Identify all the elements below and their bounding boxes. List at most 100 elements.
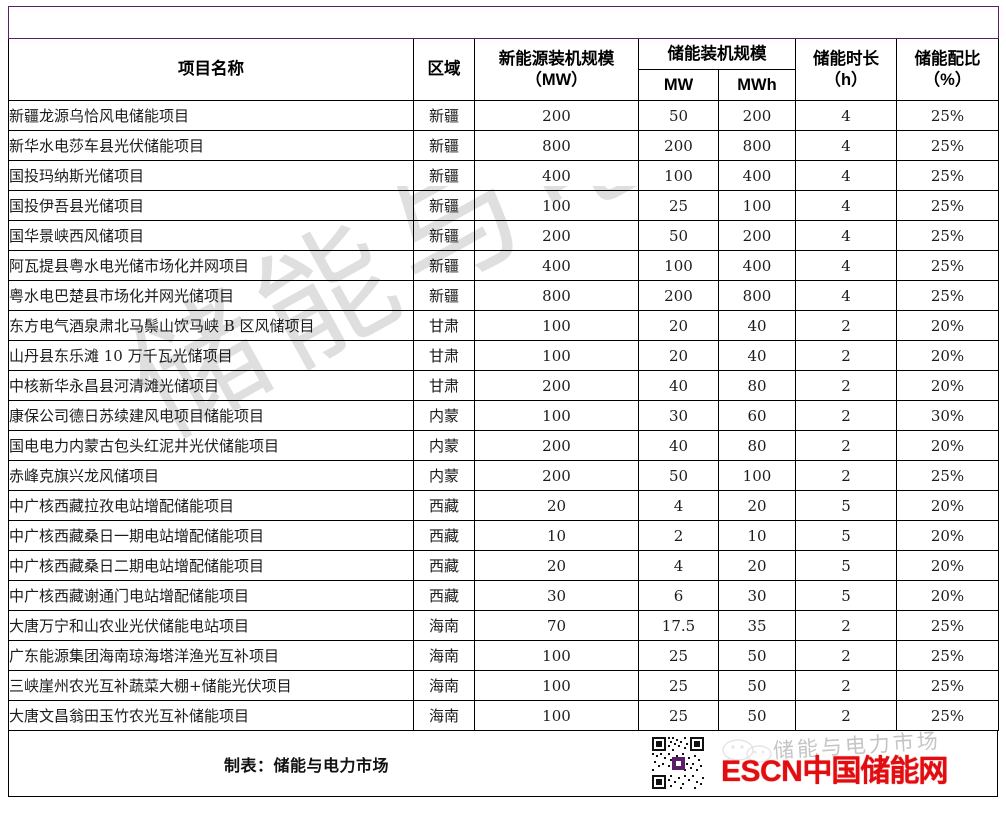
new-energy-line1: 新能源装机规模 (498, 49, 615, 68)
storage-mwh-cell: 200 (718, 100, 796, 131)
ratio-cell: 25% (896, 100, 999, 131)
wechat-bubble-icon (722, 739, 772, 764)
new-energy-scale-cell: 100 (474, 640, 639, 671)
storage-mwh-cell: 100 (718, 460, 796, 491)
new-energy-scale-cell: 200 (474, 100, 639, 131)
storage-mwh-cell: 400 (718, 160, 796, 191)
new-energy-scale-cell: 800 (474, 130, 639, 161)
new-energy-scale-cell: 200 (474, 370, 639, 401)
storage-mwh-cell: 800 (718, 280, 796, 311)
storage-mw-cell: 30 (638, 400, 719, 431)
duration-cell: 5 (795, 550, 897, 581)
storage-mwh-cell: 35 (718, 610, 796, 641)
new-energy-scale-cell: 800 (474, 280, 639, 311)
project-name-cell: 大唐文昌翁田玉竹农光互补储能项目 (8, 700, 414, 731)
logo-cn: 中国储能网 (802, 755, 948, 788)
project-name-cell: 中广核西藏桑日二期电站增配储能项目 (8, 550, 414, 581)
new-energy-scale-cell: 30 (474, 580, 639, 611)
region-cell: 西藏 (413, 580, 475, 611)
region-cell: 新疆 (413, 280, 475, 311)
new-energy-scale-cell: 100 (474, 400, 639, 431)
duration-cell: 2 (795, 700, 897, 731)
region-cell: 新疆 (413, 160, 475, 191)
ratio-cell: 25% (896, 640, 999, 671)
ratio-cell: 25% (896, 460, 999, 491)
project-name-cell: 东方电气酒泉肃北马鬃山饮马峡 B 区风储项目 (8, 310, 414, 341)
storage-mw-cell: 200 (638, 130, 719, 161)
ratio-cell: 20% (896, 340, 999, 371)
ratio-cell: 20% (896, 430, 999, 461)
qr-code-icon[interactable] (650, 735, 706, 791)
table-row: 康保公司德日苏续建风电项目储能项目 内蒙 100 30 60 2 30% (8, 400, 999, 431)
storage-mwh-cell: 40 (718, 340, 796, 371)
storage-mwh-cell: 800 (718, 130, 796, 161)
storage-mwh-cell: 20 (718, 550, 796, 581)
ratio-cell: 25% (896, 700, 999, 731)
table-row: 广东能源集团海南琼海塔洋渔光互补项目 海南 100 25 50 2 25% (8, 640, 999, 671)
new-energy-scale-cell: 100 (474, 190, 639, 221)
table-row: 新疆龙源乌恰风电储能项目 新疆 200 50 200 4 25% (8, 100, 999, 131)
region-cell: 海南 (413, 610, 475, 641)
project-name-cell: 国华景峡西风储项目 (8, 220, 414, 251)
duration-cell: 5 (795, 490, 897, 521)
duration-cell: 2 (795, 370, 897, 401)
storage-mwh-cell: 50 (718, 670, 796, 701)
region-cell: 新疆 (413, 250, 475, 281)
storage-mw-cell: 40 (638, 370, 719, 401)
storage-mw-cell: 100 (638, 250, 719, 281)
ratio-cell: 25% (896, 250, 999, 281)
storage-mw-cell: 50 (638, 460, 719, 491)
region-cell: 新疆 (413, 130, 475, 161)
storage-mwh-cell: 200 (718, 220, 796, 251)
storage-mwh-cell: 400 (718, 250, 796, 281)
storage-mw-cell: 25 (638, 670, 719, 701)
storage-mw-cell: 6 (638, 580, 719, 611)
storage-mw-cell: 25 (638, 700, 719, 731)
table-row: 中广核西藏桑日一期电站增配储能项目 西藏 10 2 10 5 20% (8, 520, 999, 551)
ratio-cell: 20% (896, 310, 999, 341)
storage-mwh-cell: 60 (718, 400, 796, 431)
new-energy-scale-cell: 10 (474, 520, 639, 551)
new-energy-line2: （MW） (525, 70, 588, 89)
new-energy-scale-cell: 400 (474, 160, 639, 191)
ratio-line1: 储能配比 (914, 49, 981, 68)
region-cell: 内蒙 (413, 400, 475, 431)
ratio-cell: 30% (896, 400, 999, 431)
region-cell: 西藏 (413, 520, 475, 551)
table-row: 东方电气酒泉肃北马鬃山饮马峡 B 区风储项目 甘肃 100 20 40 2 20% (8, 310, 999, 341)
table-row: 阿瓦提县粤水电光储市场化并网项目 新疆 400 100 400 4 25% (8, 250, 999, 281)
duration-line1: 储能时长 (813, 49, 879, 68)
project-name-cell: 赤峰克旗兴龙风储项目 (8, 460, 414, 491)
duration-cell: 2 (795, 430, 897, 461)
region-cell: 新疆 (413, 220, 475, 251)
brand-logo: 储能与电力市场 ESCN中国储能网 (715, 729, 990, 793)
header-row-2: MW MWh (9, 69, 999, 101)
region-cell: 甘肃 (413, 310, 475, 341)
table-row: 中核新华永昌县河清滩光储项目 甘肃 200 40 80 2 20% (8, 370, 999, 401)
project-name-cell: 康保公司德日苏续建风电项目储能项目 (8, 400, 414, 431)
project-name-cell: 国投伊吾县光储项目 (8, 190, 414, 221)
column-header-ratio: 储能配比 （%） (896, 38, 999, 101)
table-body: 新疆龙源乌恰风电储能项目 新疆 200 50 200 4 25% 新华水电莎车县光伏储能项目新… (8, 100, 999, 731)
storage-mwh-cell: 10 (718, 520, 796, 551)
project-name-cell: 三峡崖州农光互补蔬菜大棚+储能光伏项目 (8, 670, 414, 701)
table-row: 大唐万宁和山农业光伏储能电站项目 海南 70 17.5 35 2 25% (8, 610, 999, 641)
region-cell: 海南 (413, 670, 475, 701)
duration-cell: 4 (795, 130, 897, 161)
duration-cell: 5 (795, 520, 897, 551)
ratio-cell: 25% (896, 190, 999, 221)
ratio-cell: 25% (896, 220, 999, 251)
column-header-storage-mwh: MWh (718, 69, 796, 101)
column-header-new-energy-scale: 新能源装机规模 （MW） (474, 38, 639, 101)
new-energy-scale-cell: 200 (474, 430, 639, 461)
table-row: 粤水电巴楚县市场化并网光储项目 新疆 800 200 800 4 25% (8, 280, 999, 311)
region-cell: 内蒙 (413, 430, 475, 461)
ratio-cell: 25% (896, 670, 999, 701)
storage-mw-cell: 17.5 (638, 610, 719, 641)
table-row: 国投伊吾县光储项目 新疆 100 25 100 4 25% (8, 190, 999, 221)
storage-mwh-cell: 100 (718, 190, 796, 221)
storage-mw-cell: 20 (638, 310, 719, 341)
project-name-cell: 山丹县东乐滩 10 万千瓦光储项目 (8, 340, 414, 371)
region-cell: 新疆 (413, 190, 475, 221)
storage-mwh-cell: 50 (718, 700, 796, 731)
